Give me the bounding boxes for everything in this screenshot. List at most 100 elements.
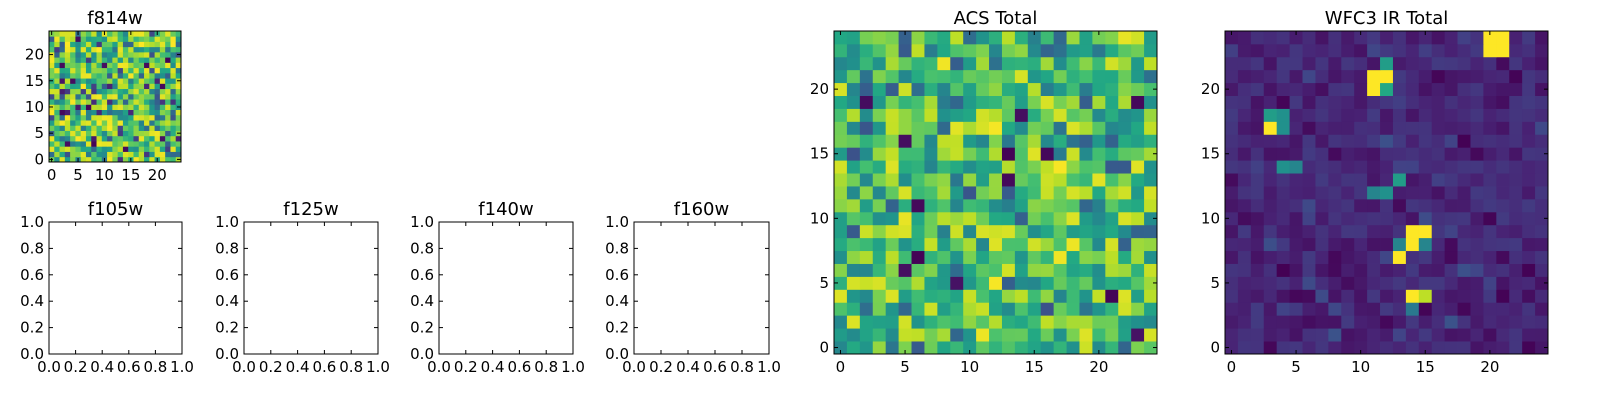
heatmap-cell	[117, 104, 124, 110]
heatmap-cell	[1367, 121, 1381, 135]
heatmap-cell	[1328, 224, 1342, 239]
x-tick-label: 1.0	[170, 358, 194, 376]
heatmap-cell	[1027, 302, 1042, 316]
heatmap-cell	[144, 83, 150, 90]
heatmap-cell	[133, 156, 140, 163]
heatmap-cell	[872, 31, 887, 45]
heatmap-cell	[1001, 160, 1016, 174]
heatmap-cell	[154, 120, 161, 126]
heatmap-cell	[80, 135, 87, 142]
heatmap-cell	[1535, 121, 1549, 135]
heatmap-cell	[963, 341, 977, 355]
heatmap-cell	[1144, 43, 1158, 58]
heatmap-cell	[59, 135, 66, 142]
heatmap-cell	[1444, 315, 1458, 329]
heatmap-cell	[1392, 121, 1407, 135]
y-tick-label: 0.0	[410, 345, 434, 363]
heatmap-cell	[1250, 31, 1265, 45]
heatmap-cell	[96, 88, 103, 95]
heatmap-cell	[149, 36, 155, 42]
heatmap-cell	[54, 141, 60, 147]
heatmap-cell	[54, 83, 60, 90]
heatmap-cell	[1040, 147, 1055, 161]
heatmap-cell	[885, 341, 899, 355]
heatmap-cell	[1014, 224, 1029, 239]
heatmap-cell	[1457, 289, 1471, 303]
heatmap-cell	[1470, 43, 1484, 58]
heatmap-cell	[1509, 211, 1523, 226]
heatmap-cell	[885, 108, 899, 122]
heatmap-cell	[59, 83, 66, 90]
heatmap-cell	[122, 51, 129, 58]
y-tick-label: 5	[1210, 274, 1220, 292]
heatmap-cell	[1470, 56, 1484, 71]
heatmap-cell	[898, 31, 912, 45]
heatmap-cell	[1535, 315, 1549, 329]
heatmap-cell	[1040, 276, 1055, 290]
heatmap-cell	[59, 130, 66, 137]
heatmap-cell	[924, 56, 938, 71]
heatmap-cell	[1092, 341, 1106, 355]
heatmap-cell	[75, 57, 82, 63]
heatmap-cell	[1483, 263, 1497, 277]
heatmap-cell	[859, 147, 874, 161]
heatmap-cell	[846, 250, 861, 264]
heatmap-cell	[122, 125, 129, 131]
heatmap-cell	[1341, 315, 1355, 329]
heatmap-cell	[85, 46, 92, 53]
heatmap-cell	[1496, 56, 1510, 71]
heatmap-cell	[1535, 147, 1549, 161]
heatmap-cell	[117, 62, 124, 69]
heatmap-cell	[138, 130, 145, 137]
heatmap-cell	[937, 250, 951, 264]
heatmap-cell	[872, 43, 887, 58]
heatmap-cell	[1315, 147, 1329, 161]
heatmap-cell	[1380, 289, 1394, 303]
heatmap-cell	[101, 67, 108, 74]
heatmap-cell	[924, 341, 938, 355]
heatmap-cell	[1470, 160, 1484, 174]
heatmap-cell	[1276, 147, 1290, 161]
heatmap-cell	[1118, 289, 1132, 303]
heatmap-cell	[91, 156, 97, 163]
heatmap-cell	[1040, 121, 1055, 135]
heatmap-cell	[175, 46, 182, 53]
heatmap-cell	[85, 36, 92, 42]
heatmap-cell	[101, 93, 108, 100]
heatmap-cell	[144, 78, 150, 84]
heatmap-cell	[165, 114, 171, 121]
heatmap-cell	[898, 250, 912, 264]
heatmap-cell	[1535, 250, 1549, 264]
heatmap-cell	[1341, 108, 1355, 122]
heatmap-cell	[59, 31, 66, 37]
heatmap-cell	[1302, 56, 1316, 71]
heatmap-cell	[49, 151, 55, 158]
heatmap-cell	[1470, 173, 1484, 187]
heatmap-cell	[1405, 108, 1420, 122]
heatmap-cell	[101, 114, 108, 121]
heatmap-cell	[91, 78, 97, 84]
heatmap-cell	[144, 104, 150, 110]
heatmap-cell	[144, 135, 150, 142]
heatmap-cell	[128, 51, 134, 58]
heatmap-cell	[898, 276, 912, 290]
heatmap-cell	[64, 72, 71, 79]
heatmap-cell	[1354, 276, 1368, 290]
heatmap-cell	[1444, 69, 1458, 84]
x-tick-label: 0.4	[286, 358, 310, 376]
heatmap-cell	[1457, 56, 1471, 71]
heatmap-cell	[128, 93, 134, 100]
heatmap-cell	[144, 114, 150, 121]
heatmap-cell	[1509, 302, 1523, 316]
heatmap-cell	[1509, 198, 1523, 213]
heatmap-cell	[101, 120, 108, 126]
heatmap-cell	[80, 146, 87, 152]
heatmap-cell	[859, 108, 874, 122]
heatmap-cell	[1027, 341, 1042, 355]
heatmap-cell	[846, 224, 861, 239]
heatmap-cell	[898, 108, 912, 122]
heatmap-cell	[80, 46, 87, 53]
heatmap-cell	[1040, 134, 1055, 148]
heatmap-cell	[950, 173, 964, 187]
